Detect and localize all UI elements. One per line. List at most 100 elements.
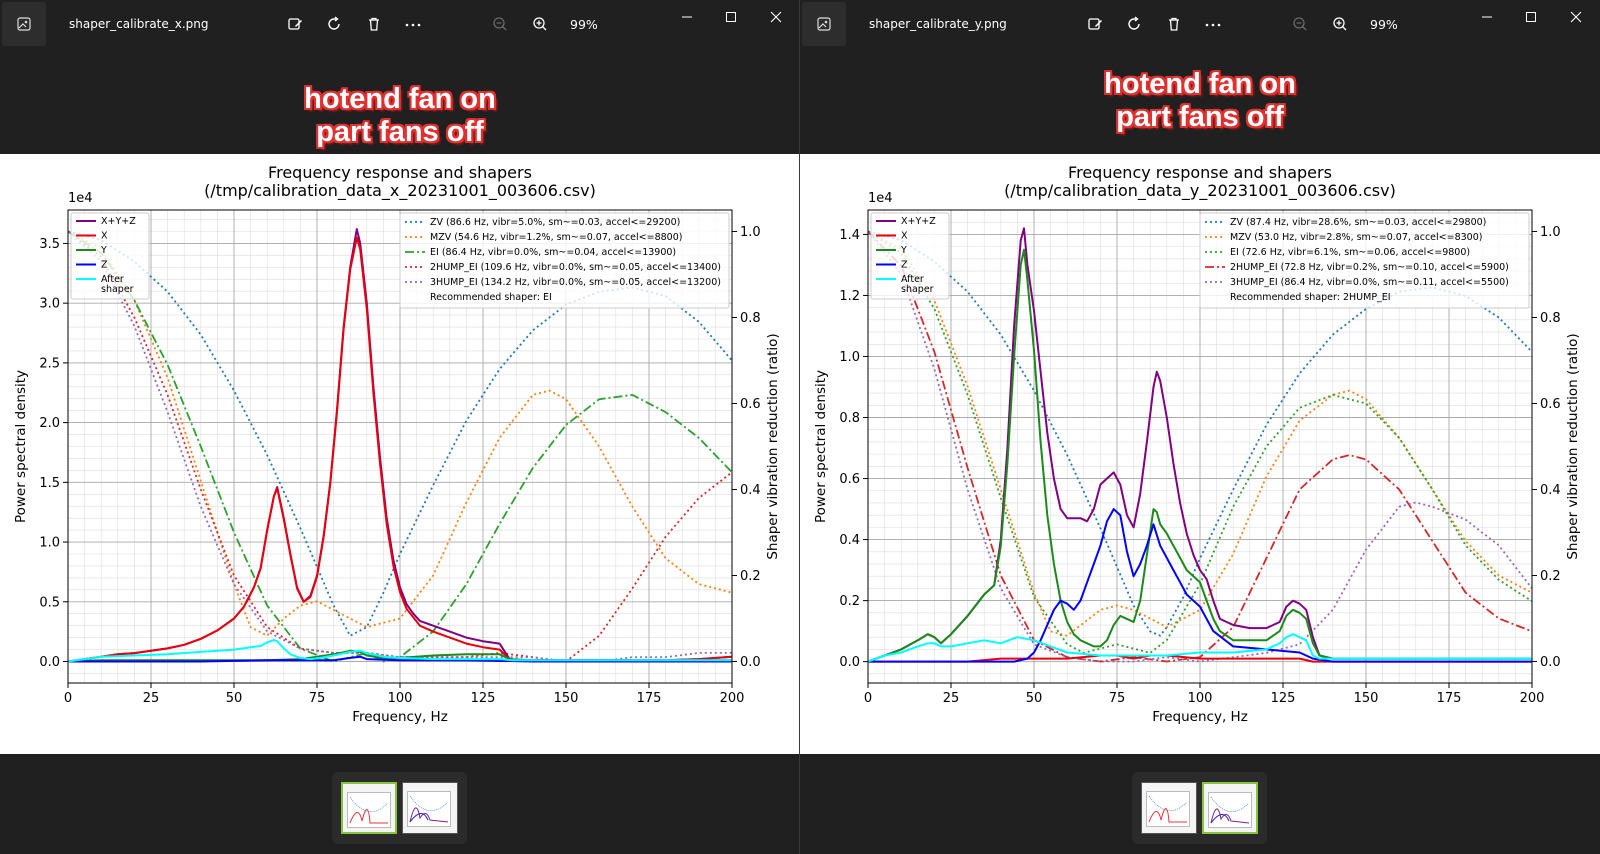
legend-shapers: ZV (87.4 Hz, vibr=28.6%, sm~=0.03, accel… xyxy=(1199,212,1530,309)
legend-entry: MZV (54.6 Hz, vibr=1.2%, sm~=0.07, accel… xyxy=(430,232,682,243)
close-button[interactable] xyxy=(1565,6,1587,28)
psd-line-1 xyxy=(67,236,733,663)
exponent-label: 1e4 xyxy=(868,191,893,206)
x-tick-label: 200 xyxy=(720,691,745,706)
legend-entry: MZV (53.0 Hz, vibr=2.8%, sm~=0.07, accel… xyxy=(1230,232,1482,243)
psd-line-4 xyxy=(867,633,1532,663)
filmstrip xyxy=(1132,772,1267,844)
recommended-shaper: Recommended shaper: 2HUMP_EI xyxy=(1230,292,1391,303)
x-tick-label: 0 xyxy=(864,691,872,706)
y2-tick-label: 0.6 xyxy=(1540,397,1561,412)
legend-entry: Z xyxy=(901,260,908,271)
x-tick-label: 0 xyxy=(64,691,72,706)
chart-title: Frequency response and shapers xyxy=(1068,163,1332,182)
filmstrip xyxy=(332,772,467,844)
rotate-icon[interactable] xyxy=(323,13,345,35)
zoom-level: 99% xyxy=(570,17,598,32)
x-tick-label: 150 xyxy=(554,691,579,706)
legend-entry: shaper xyxy=(101,284,134,295)
y2-tick-label: 0.4 xyxy=(1540,483,1561,498)
y-axis-label: Power spectral density xyxy=(813,370,829,523)
app-icon[interactable] xyxy=(802,2,846,46)
zoom-in-icon[interactable] xyxy=(1329,13,1351,35)
close-button[interactable] xyxy=(765,6,787,28)
file-title: shaper_calibrate_y.png xyxy=(869,17,1007,31)
major-grid xyxy=(867,210,1533,683)
y2-tick-label: 0.0 xyxy=(1540,655,1561,670)
caption-line-1: hotend fan on xyxy=(1104,68,1296,100)
title-bar: shaper_calibrate_y.png 99% xyxy=(800,0,1600,50)
shaper-line-4 xyxy=(67,230,732,663)
legend-entry: shaper xyxy=(901,284,934,295)
y-tick-label: 1.4 xyxy=(839,228,860,243)
chart-title: Frequency response and shapers xyxy=(268,163,532,182)
zoom-out-icon[interactable] xyxy=(1289,13,1311,35)
legend-entry: 2HUMP_EI (72.8 Hz, vibr=0.2%, sm~=0.10, … xyxy=(1230,262,1509,273)
y-tick-label: 0.8 xyxy=(839,411,860,426)
more-options-icon[interactable] xyxy=(1202,13,1224,35)
minimize-button[interactable] xyxy=(1476,6,1498,28)
zoom-in-icon[interactable] xyxy=(529,13,551,35)
delete-icon[interactable] xyxy=(1163,13,1185,35)
y-axis-label: Power spectral density xyxy=(13,370,29,523)
x-tick-label: 175 xyxy=(637,691,662,706)
x-axis-label: Frequency, Hz xyxy=(352,709,448,725)
more-options-icon[interactable] xyxy=(402,13,424,35)
legend-entry: EI (72.6 Hz, vibr=6.1%, sm~=0.06, accel<… xyxy=(1230,247,1470,258)
file-title: shaper_calibrate_x.png xyxy=(69,17,209,31)
legend-entry: X xyxy=(901,231,908,242)
y2-tick-label: 0.8 xyxy=(1540,311,1561,326)
x-tick-label: 200 xyxy=(1520,691,1545,706)
y2-axis-label: Shaper vibration reduction (ratio) xyxy=(1565,333,1581,559)
x-tick-label: 100 xyxy=(1188,691,1213,706)
overlay-caption: hotend fan on part fans off xyxy=(800,68,1600,134)
legend-entry: ZV (86.6 Hz, vibr=5.0%, sm~=0.03, accel<… xyxy=(430,217,680,228)
x-tick-label: 75 xyxy=(1109,691,1126,706)
thumbnail-preview xyxy=(347,792,391,828)
x-tick-label: 150 xyxy=(1354,691,1379,706)
legend-entry: 3HUMP_EI (86.4 Hz, vibr=0.0%, sm~=0.11, … xyxy=(1230,277,1509,288)
y-tick-label: 2.0 xyxy=(39,416,60,431)
y2-tick-label: 1.0 xyxy=(1540,225,1561,240)
zoom-out-icon[interactable] xyxy=(489,13,511,35)
legend-entry: X+Y+Z xyxy=(901,216,936,227)
thumbnail-y[interactable] xyxy=(1202,782,1258,834)
app-icon[interactable] xyxy=(2,2,46,46)
maximize-button[interactable] xyxy=(720,6,742,28)
rotate-icon[interactable] xyxy=(1123,13,1145,35)
edit-image-icon[interactable] xyxy=(284,13,306,35)
y-tick-label: 0.5 xyxy=(39,595,60,610)
y2-tick-label: 0.4 xyxy=(740,483,761,498)
legend-entry: 3HUMP_EI (134.2 Hz, vibr=0.0%, sm~=0.05,… xyxy=(430,277,721,288)
y2-tick-label: 0.0 xyxy=(740,655,761,670)
legend-entry: X+Y+Z xyxy=(101,216,136,227)
shaper-line-1 xyxy=(867,230,1533,637)
y-tick-label: 1.5 xyxy=(39,476,60,491)
thumbnail-x[interactable] xyxy=(341,782,397,834)
y-tick-label: 1.2 xyxy=(839,289,860,304)
image-viewer-window-y: shaper_calibrate_y.png 99% hotend fan on pa… xyxy=(800,0,1600,854)
x-tick-label: 125 xyxy=(1271,691,1296,706)
chart-image: Frequency response and shapers (/tmp/cali… xyxy=(800,154,1600,754)
psd-line-3 xyxy=(68,655,732,663)
x-tick-label: 50 xyxy=(1026,691,1043,706)
x-tick-label: 25 xyxy=(143,691,160,706)
legend-entry: After xyxy=(901,274,924,285)
thumbnail-x[interactable] xyxy=(1141,782,1197,834)
edit-image-icon[interactable] xyxy=(1084,13,1106,35)
minimize-button[interactable] xyxy=(676,6,698,28)
thumbnail-y[interactable] xyxy=(402,782,458,834)
chart-subtitle: (/tmp/calibration_data_x_20231001_003606… xyxy=(204,181,596,201)
psd-line-4 xyxy=(67,639,732,663)
photos-app-icon xyxy=(817,17,831,31)
shaper-line-2 xyxy=(867,230,1533,654)
thumbnail-preview xyxy=(1146,791,1190,827)
delete-icon[interactable] xyxy=(363,13,385,35)
overlay-caption: hotend fan on part fans off xyxy=(0,83,799,149)
y2-tick-label: 0.2 xyxy=(740,569,761,584)
y-tick-label: 0.2 xyxy=(839,594,860,609)
y-tick-label: 3.0 xyxy=(39,297,60,312)
exponent-label: 1e4 xyxy=(68,191,93,206)
legend-entry: After xyxy=(101,274,124,285)
maximize-button[interactable] xyxy=(1520,6,1542,28)
